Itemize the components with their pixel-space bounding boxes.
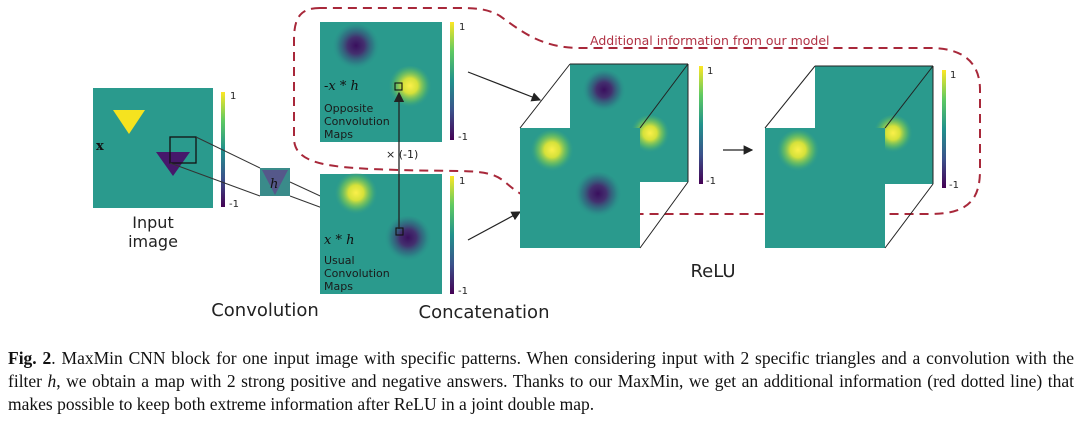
- opposite-convolution-map: -x * h Opposite Convolution Maps: [320, 22, 442, 142]
- concatenated-maps-cube: [519, 63, 689, 249]
- input-colorbar: 1 -1: [221, 91, 239, 210]
- caption-filter-symbol: h: [47, 371, 57, 391]
- yellow-triangle: [113, 110, 145, 134]
- input-scale-min: -1: [229, 199, 239, 210]
- input-image: x: [93, 88, 213, 208]
- input-image-label-line2: image: [128, 232, 178, 251]
- relu-label: ReLU: [690, 261, 735, 282]
- relu-output-cube: [764, 65, 934, 249]
- relu-scale-max: 1: [950, 70, 956, 81]
- input-image-label-line1: Input: [132, 213, 173, 232]
- usual-label-line1: Usual: [324, 254, 355, 267]
- usual-convolution-map: x * h Usual Convolution Maps: [320, 173, 442, 294]
- additional-info-label: Additional information from our model: [590, 33, 830, 48]
- convolution-label: Convolution: [211, 300, 319, 321]
- concat-scale-min: -1: [706, 176, 716, 187]
- concat-colorbar: 1 -1: [699, 66, 716, 187]
- relu-scale-min: -1: [949, 180, 959, 191]
- input-scale-max: 1: [230, 91, 236, 102]
- opposite-label-line3: Maps: [324, 128, 353, 141]
- opposite-label-line2: Convolution: [324, 115, 390, 128]
- caption-fig-label: Fig. 2: [8, 348, 52, 368]
- receptive-field-box: [169, 136, 197, 164]
- opposite-colorbar: 1 -1: [450, 22, 468, 143]
- usual-scale-min: -1: [458, 286, 468, 297]
- figure-caption: Fig. 2. MaxMin CNN block for one input i…: [8, 347, 1074, 416]
- opposite-scale-min: -1: [458, 132, 468, 143]
- usual-label-line3: Maps: [324, 280, 353, 293]
- relu-colorbar: 1 -1: [942, 70, 959, 191]
- usual-scale-max: 1: [459, 176, 465, 187]
- caption-text-part1: . MaxMin CNN block for one input image w…: [8, 348, 1074, 391]
- arrow-opposite-to-cube: [467, 71, 542, 102]
- opposite-scale-max: 1: [459, 22, 465, 33]
- usual-expr: x * h: [324, 233, 354, 248]
- caption-text-part2: , we obtain a map with 2 strong positive…: [8, 371, 1074, 414]
- filter-h: h: [169, 136, 290, 197]
- x-symbol: x: [96, 139, 104, 154]
- concatenation-label: Concatenation: [419, 302, 550, 323]
- concat-scale-max: 1: [707, 66, 713, 77]
- usual-label-line2: Convolution: [324, 267, 390, 280]
- opposite-label-line1: Opposite: [324, 102, 373, 115]
- times-minus-one: × (-1): [386, 148, 418, 161]
- opposite-expr: -x * h: [324, 79, 359, 94]
- filter-symbol: h: [270, 177, 278, 192]
- usual-colorbar: 1 -1: [450, 176, 468, 297]
- arrow-usual-to-cube: [467, 211, 522, 241]
- maxmin-figure: Additional information from our model x …: [93, 7, 981, 323]
